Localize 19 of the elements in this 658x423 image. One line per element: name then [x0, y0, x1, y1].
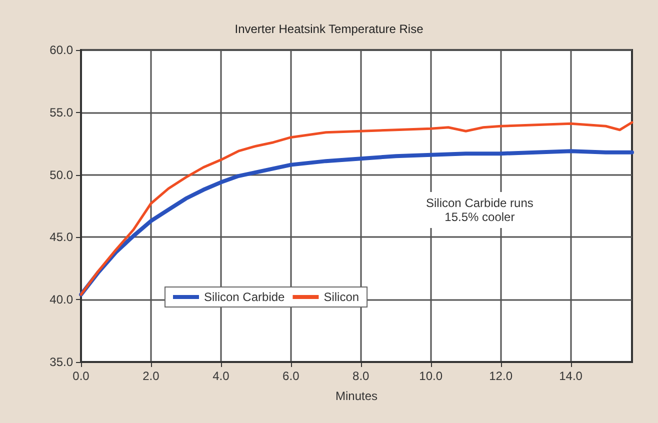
y-tick-label: 55.0: [50, 105, 74, 120]
legend-label: Silicon Carbide: [204, 290, 286, 304]
x-axis-title: Minutes: [335, 389, 378, 403]
y-tick-label: 40.0: [50, 292, 74, 307]
x-tick-label: 6.0: [282, 369, 300, 383]
x-tick-label: 0.0: [72, 369, 90, 383]
y-tick-label: 60.0: [50, 43, 74, 57]
x-tick-label: 10.0: [419, 369, 443, 383]
x-tick-label: 8.0: [352, 369, 370, 383]
y-tick-label: 35.0: [50, 355, 74, 369]
x-tick-label: 2.0: [142, 369, 160, 383]
annotation: Silicon Carbide runs 15.5% cooler: [426, 196, 534, 224]
y-tick-label: 45.0: [50, 230, 74, 244]
x-tick-label: 14.0: [559, 369, 583, 383]
y-tick-label: 50.0: [50, 168, 74, 182]
x-tick-label: 4.0: [212, 369, 230, 383]
chart-title: Inverter Heatsink Temperature Rise: [234, 22, 424, 36]
legend-label: Silicon: [324, 290, 360, 304]
x-tick-label: 12.0: [489, 369, 513, 383]
